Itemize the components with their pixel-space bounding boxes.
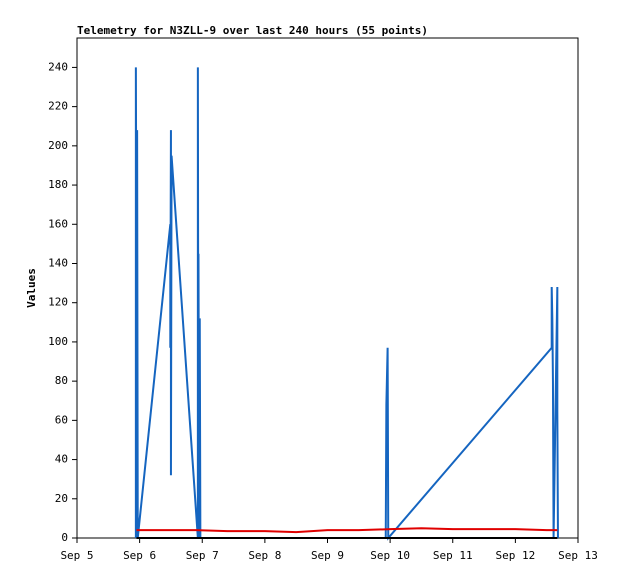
x-tick-label: Sep 12 [496,549,536,562]
y-tick-label: 60 [55,413,68,426]
y-tick-label: 140 [48,256,68,269]
y-tick-label: 20 [55,492,68,505]
x-tick-label: Sep 10 [370,549,410,562]
chart-title: Telemetry for N3ZLL-9 over last 240 hour… [77,24,428,37]
y-tick-label: 80 [55,374,68,387]
y-tick-label: 160 [48,217,68,230]
plot-frame [76,37,579,539]
series-line [136,527,558,534]
y-tick-label: 240 [48,60,68,73]
x-tick-label: Sep 6 [123,549,156,562]
x-tick-label: Sep 11 [433,549,473,562]
y-tick-label: 0 [61,531,68,544]
series-line [134,67,559,541]
x-tick-label: Sep 7 [186,549,219,562]
y-tick-label: 220 [48,100,68,113]
x-tick-label: Sep 8 [248,549,281,562]
x-tick-label: Sep 9 [311,549,344,562]
y-axis-label: Values [25,268,38,308]
x-tick-label: Sep 5 [60,549,93,562]
y-tick-label: 180 [48,178,68,191]
y-tick-label: 200 [48,139,68,152]
y-tick-label: 120 [48,296,68,309]
y-tick-label: 100 [48,335,68,348]
y-tick-label: 40 [55,453,68,466]
x-tick-label: Sep 13 [558,549,598,562]
